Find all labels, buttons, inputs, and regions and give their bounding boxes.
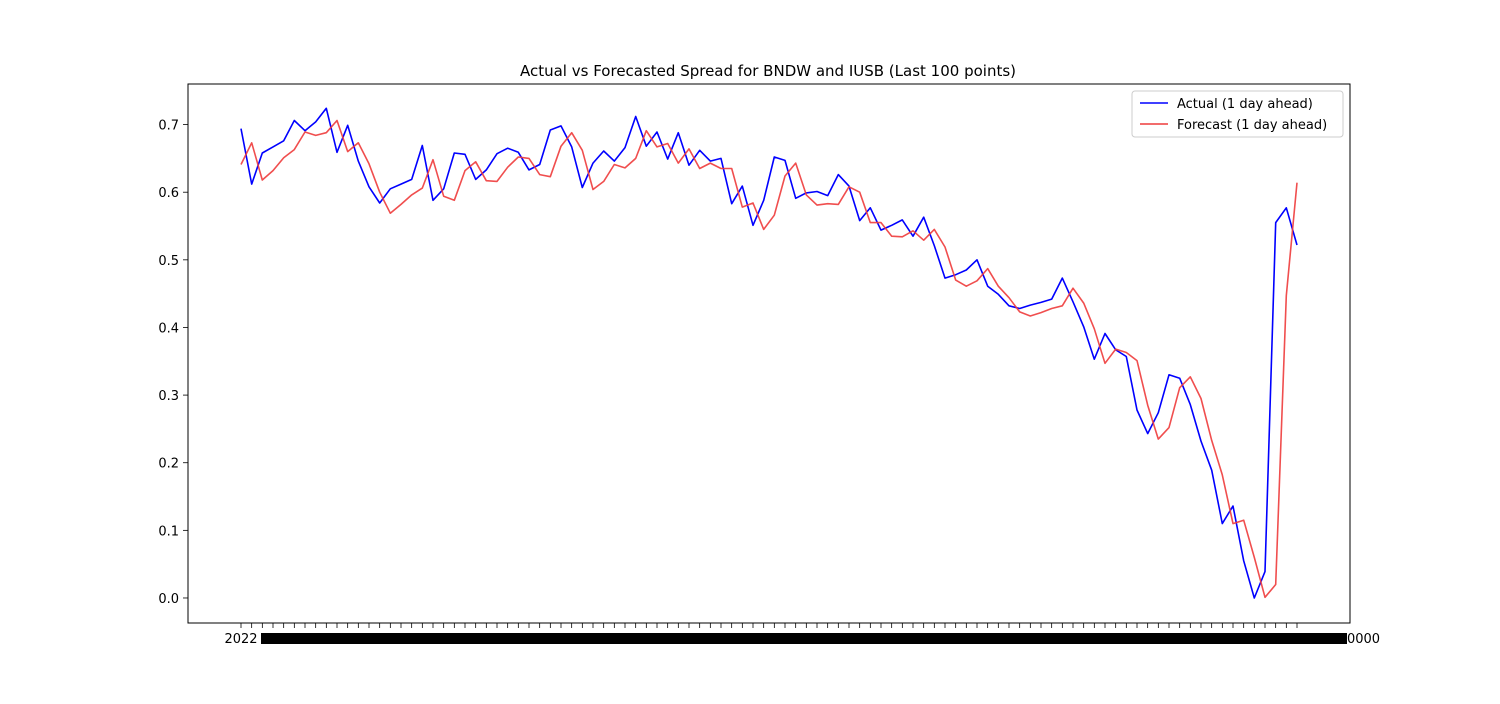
y-tick-label: 0.0	[158, 592, 179, 607]
y-tick-label: 0.1	[158, 524, 179, 539]
y-tick-label: 0.4	[158, 321, 179, 336]
legend-label: Actual (1 day ahead)	[1177, 97, 1313, 112]
axes	[187, 83, 1351, 624]
plot-frame	[187, 83, 1351, 624]
series-lines	[240, 107, 1298, 599]
y-tick-label: 0.5	[158, 254, 179, 269]
x-tick-label-band	[261, 633, 1347, 644]
x-tick-label: 2022	[224, 632, 257, 647]
y-tick-label: 0.7	[158, 119, 179, 134]
y-axis-ticks: 0.0 0.1 0.2 0.3 0.4 0.5 0.6 0.7	[158, 119, 188, 607]
legend: Actual (1 day ahead) Forecast (1 day ahea…	[1131, 90, 1344, 138]
x-axis-ticks: 202200000000	[224, 623, 1380, 647]
series-line-actual	[240, 107, 1298, 599]
y-tick-label: 0.3	[158, 389, 179, 404]
series-line-forecast	[240, 119, 1298, 599]
chart-title: Actual vs Forecasted Spread for BNDW and…	[520, 62, 1016, 80]
legend-box	[1131, 90, 1344, 138]
legend-label: Forecast (1 day ahead)	[1177, 118, 1327, 133]
y-tick-label: 0.2	[158, 457, 179, 472]
y-tick-label: 0.6	[158, 186, 179, 201]
